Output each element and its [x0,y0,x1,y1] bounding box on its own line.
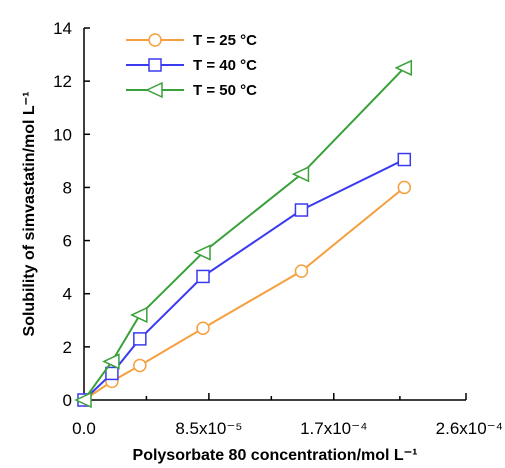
y-tick-label: 12 [53,72,72,91]
data-point-series-2 [133,332,147,346]
legend-label-1: T = 25 °C [193,32,257,49]
y-axis-ticks: 0 2 4 6 8 10 12 14 [53,19,90,410]
data-point-series-2 [294,203,309,217]
legend-marker-3 [145,81,163,99]
plot-frame [83,28,466,401]
x-tick-label: 2.6x10⁻⁴ [436,419,503,438]
data-point-series-3 [291,165,310,183]
y-tick-label: 8 [63,178,72,197]
legend-marker-2 [148,58,162,72]
y-tick-label: 0 [63,391,72,410]
series-line-3 [83,67,406,401]
data-point-series-1 [294,264,309,278]
x-tick-label: 1.7x10⁻⁴ [300,419,367,438]
x-axis-ticks: 0.0 8.5x10⁻⁵ 1.7x10⁻⁴ 2.6x10⁻⁴ [72,393,503,438]
legend-label-3: T = 50 °C [193,82,257,99]
data-point-series-1 [397,180,412,195]
data-point-series-3 [193,244,211,261]
y-axis-title: Solubility of simvastatin/mol L⁻¹ [21,92,38,337]
series-line-2 [83,158,405,401]
x-tick-label: 8.5x10⁻⁵ [175,419,242,438]
data-point-series-2 [105,366,119,381]
data-point-series-3 [130,306,148,324]
y-tick-label: 10 [53,125,72,144]
legend: T = 25 °C T = 40 °C T = 50 °C [126,32,257,99]
data-point-series-1 [133,358,147,373]
y-tick-label: 6 [63,232,72,251]
y-tick-label: 2 [63,338,72,357]
data-point-series-2 [196,269,210,284]
x-axis-title: Polysorbate 80 concentration/mol L⁻¹ [133,447,418,464]
data-point-series-1 [196,321,210,336]
data-point-series-3 [102,353,120,370]
legend-marker-1 [148,33,162,47]
y-tick-label: 14 [53,19,72,38]
series-lines [74,59,413,409]
data-point-series-3 [74,391,92,409]
y-tick-label: 4 [63,285,72,304]
legend-label-2: T = 40 °C [193,57,257,74]
data-point-series-3 [394,59,413,77]
x-tick-label: 0.0 [72,419,96,438]
data-point-series-2 [397,152,412,167]
